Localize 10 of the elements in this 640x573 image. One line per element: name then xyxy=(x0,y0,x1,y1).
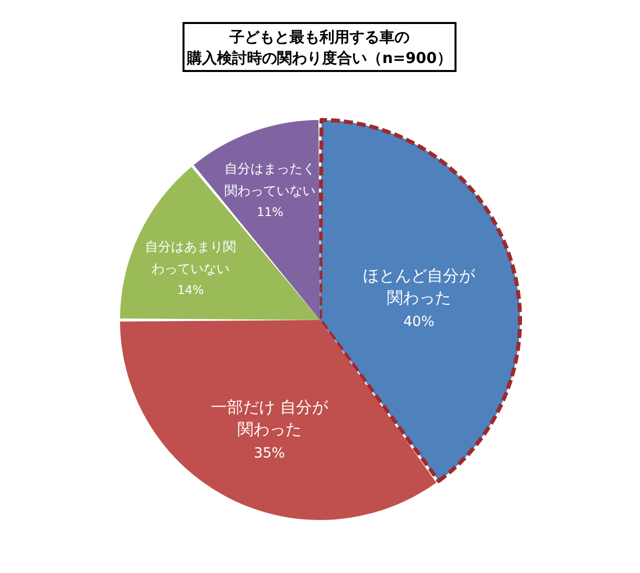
slice-label: 一部だけ 自分が関わった xyxy=(210,397,329,438)
chart-subtitle: 購入検討時の関わり度合い（n=900） xyxy=(186,49,452,67)
slice-label: 自分はまったく関わっていない xyxy=(224,162,316,200)
slice-label: ほとんど自分が関わった xyxy=(362,266,476,307)
data-label: 14% xyxy=(177,283,204,298)
data-label: 40% xyxy=(403,314,434,330)
data-label: 11% xyxy=(256,205,284,220)
data-label: 35% xyxy=(254,445,285,462)
chart-title: 子どもと最も利用する車の xyxy=(228,28,410,46)
slice-label: 自分はあまり関わっていない xyxy=(145,240,236,278)
